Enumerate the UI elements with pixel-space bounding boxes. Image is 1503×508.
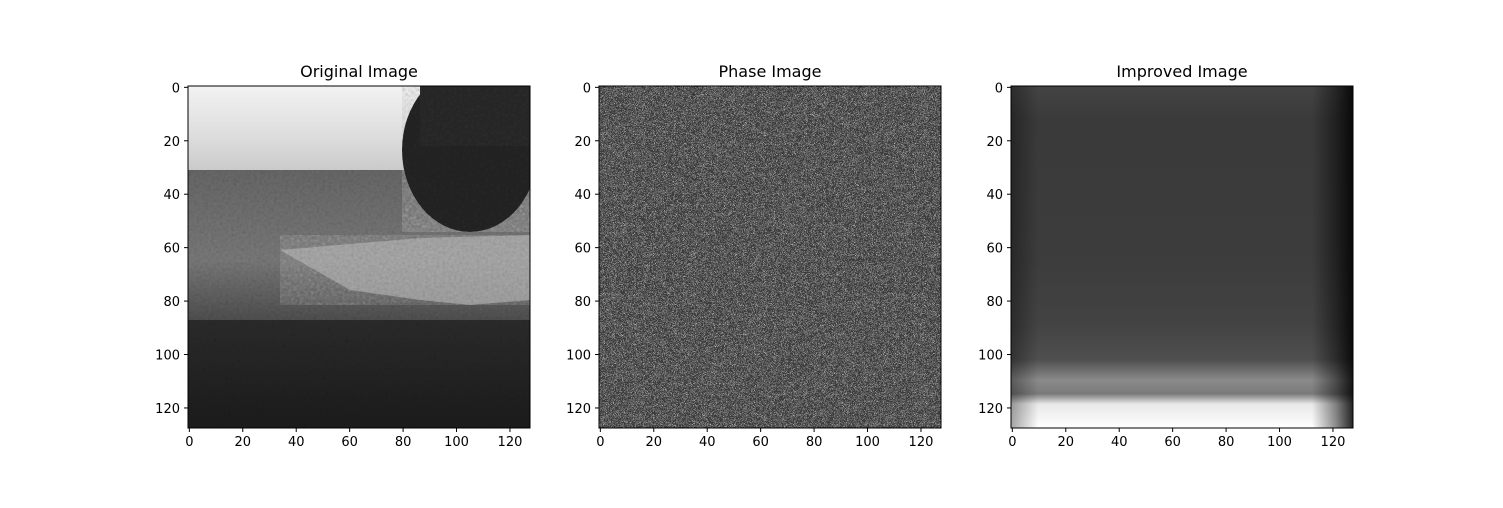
x-tick-label: 100 [855, 435, 880, 450]
x-tick-label: 20 [1058, 435, 1075, 450]
foreground-foliage [188, 320, 530, 428]
phase-image [599, 86, 941, 428]
x-tick-label: 120 [909, 435, 934, 450]
y-tick-label: 120 [566, 402, 591, 417]
panel-title: Original Image [300, 62, 418, 81]
axes-frame [187, 85, 531, 429]
y-tick-label: 120 [155, 402, 180, 417]
y-tick-label: 80 [986, 295, 1003, 310]
x-tick-label: 80 [395, 435, 412, 450]
lawn-region [280, 235, 530, 305]
y-tick-label: 0 [583, 81, 591, 96]
x-tick-label: 40 [699, 435, 716, 450]
y-tick-label: 80 [574, 295, 591, 310]
panel-improved: Improved Image 0 20 40 60 80 100 120 0 20 40 60 80… [978, 62, 1354, 450]
y-tick-label: 20 [986, 135, 1003, 150]
x-tick-label: 40 [1111, 435, 1128, 450]
horizontal-shading [1011, 86, 1353, 428]
x-tick-label: 80 [1218, 435, 1235, 450]
panel-original: Original Image 0 20 40 60 80 100 120 0 20 40 60 80… [155, 62, 531, 450]
x-ticks: 0 20 40 60 80 100 120 [185, 428, 522, 450]
x-tick-label: 60 [752, 435, 769, 450]
x-ticks: 0 20 40 60 80 100 120 [1008, 428, 1345, 450]
axes-frame [598, 85, 942, 429]
y-tick-label: 60 [163, 242, 180, 257]
y-tick-label: 60 [574, 242, 591, 257]
y-tick-label: 40 [574, 188, 591, 203]
y-ticks: 0 20 40 60 80 100 120 [978, 81, 1011, 417]
x-tick-label: 40 [288, 435, 305, 450]
x-tick-label: 20 [235, 435, 252, 450]
noise-field [599, 86, 941, 428]
y-tick-label: 0 [172, 81, 180, 96]
y-ticks: 0 20 40 60 80 100 120 [155, 81, 188, 417]
improved-image [1011, 86, 1353, 428]
y-tick-label: 120 [978, 402, 1003, 417]
x-tick-label: 0 [1008, 435, 1016, 450]
panel-title: Phase Image [719, 62, 822, 81]
y-tick-label: 40 [986, 188, 1003, 203]
y-tick-label: 80 [163, 295, 180, 310]
y-tick-label: 100 [566, 349, 591, 364]
x-tick-label: 100 [444, 435, 469, 450]
y-tick-label: 40 [163, 188, 180, 203]
y-tick-label: 0 [995, 81, 1003, 96]
x-tick-label: 0 [185, 435, 193, 450]
y-ticks: 0 20 40 60 80 100 120 [566, 81, 599, 417]
y-tick-label: 100 [155, 349, 180, 364]
x-tick-label: 100 [1267, 435, 1292, 450]
y-tick-label: 20 [574, 135, 591, 150]
x-tick-label: 120 [498, 435, 523, 450]
x-tick-label: 20 [646, 435, 663, 450]
panel-title: Improved Image [1116, 62, 1247, 81]
y-tick-label: 100 [978, 349, 1003, 364]
y-tick-label: 20 [163, 135, 180, 150]
y-tick-label: 60 [986, 242, 1003, 257]
x-tick-label: 120 [1321, 435, 1346, 450]
x-tick-label: 60 [1164, 435, 1181, 450]
x-tick-label: 0 [596, 435, 604, 450]
panel-phase: Phase Image 0 20 40 60 80 100 120 0 20 40 60 80 100… [566, 62, 942, 450]
tree-top [420, 86, 530, 146]
original-image [188, 86, 530, 428]
x-tick-label: 80 [806, 435, 823, 450]
x-tick-label: 60 [341, 435, 358, 450]
x-ticks: 0 20 40 60 80 100 120 [596, 428, 933, 450]
axes-frame [1010, 85, 1354, 429]
